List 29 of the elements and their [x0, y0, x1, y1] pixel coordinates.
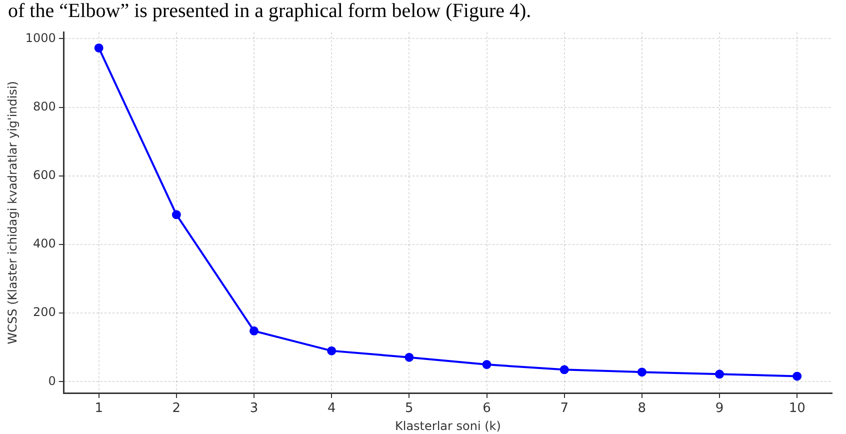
- point: [482, 360, 492, 370]
- point: [792, 372, 802, 381]
- y-tick-label: 800: [33, 99, 56, 114]
- x-tick-label: 10: [788, 401, 806, 416]
- x-tick-label: 4: [327, 401, 336, 416]
- y-tick-label: 200: [33, 305, 56, 320]
- x-tick-label: 7: [560, 401, 568, 416]
- point: [172, 210, 181, 220]
- point: [637, 368, 646, 377]
- x-tick-label: 9: [715, 401, 724, 416]
- text: of the “Elbow” is presented in a graphical form below (Figure 4).: [7, 0, 532, 22]
- y-tick-label: 1000: [25, 30, 56, 45]
- point: [250, 326, 259, 336]
- y-axis-title: WCSS (Klaster ichidagi kvadratlar yig'indisi): [5, 81, 20, 344]
- y-tick-label: 0: [48, 374, 56, 388]
- x-tick-label: 5: [405, 401, 414, 416]
- x-tick-label: 3: [250, 401, 258, 416]
- x-tick-label: 6: [482, 401, 491, 416]
- point: [94, 43, 104, 52]
- point: [404, 352, 414, 362]
- point: [327, 346, 336, 356]
- x-tick-label: 1: [94, 401, 103, 416]
- x-tick-label: 2: [172, 401, 181, 416]
- y-tick-label: 600: [33, 168, 56, 182]
- point: [715, 370, 724, 379]
- point: [560, 365, 569, 374]
- x-tick-label: 8: [638, 401, 646, 416]
- y-tick-label: 400: [33, 236, 56, 251]
- x-axis-title: Klasterlar soni (k): [395, 418, 501, 433]
